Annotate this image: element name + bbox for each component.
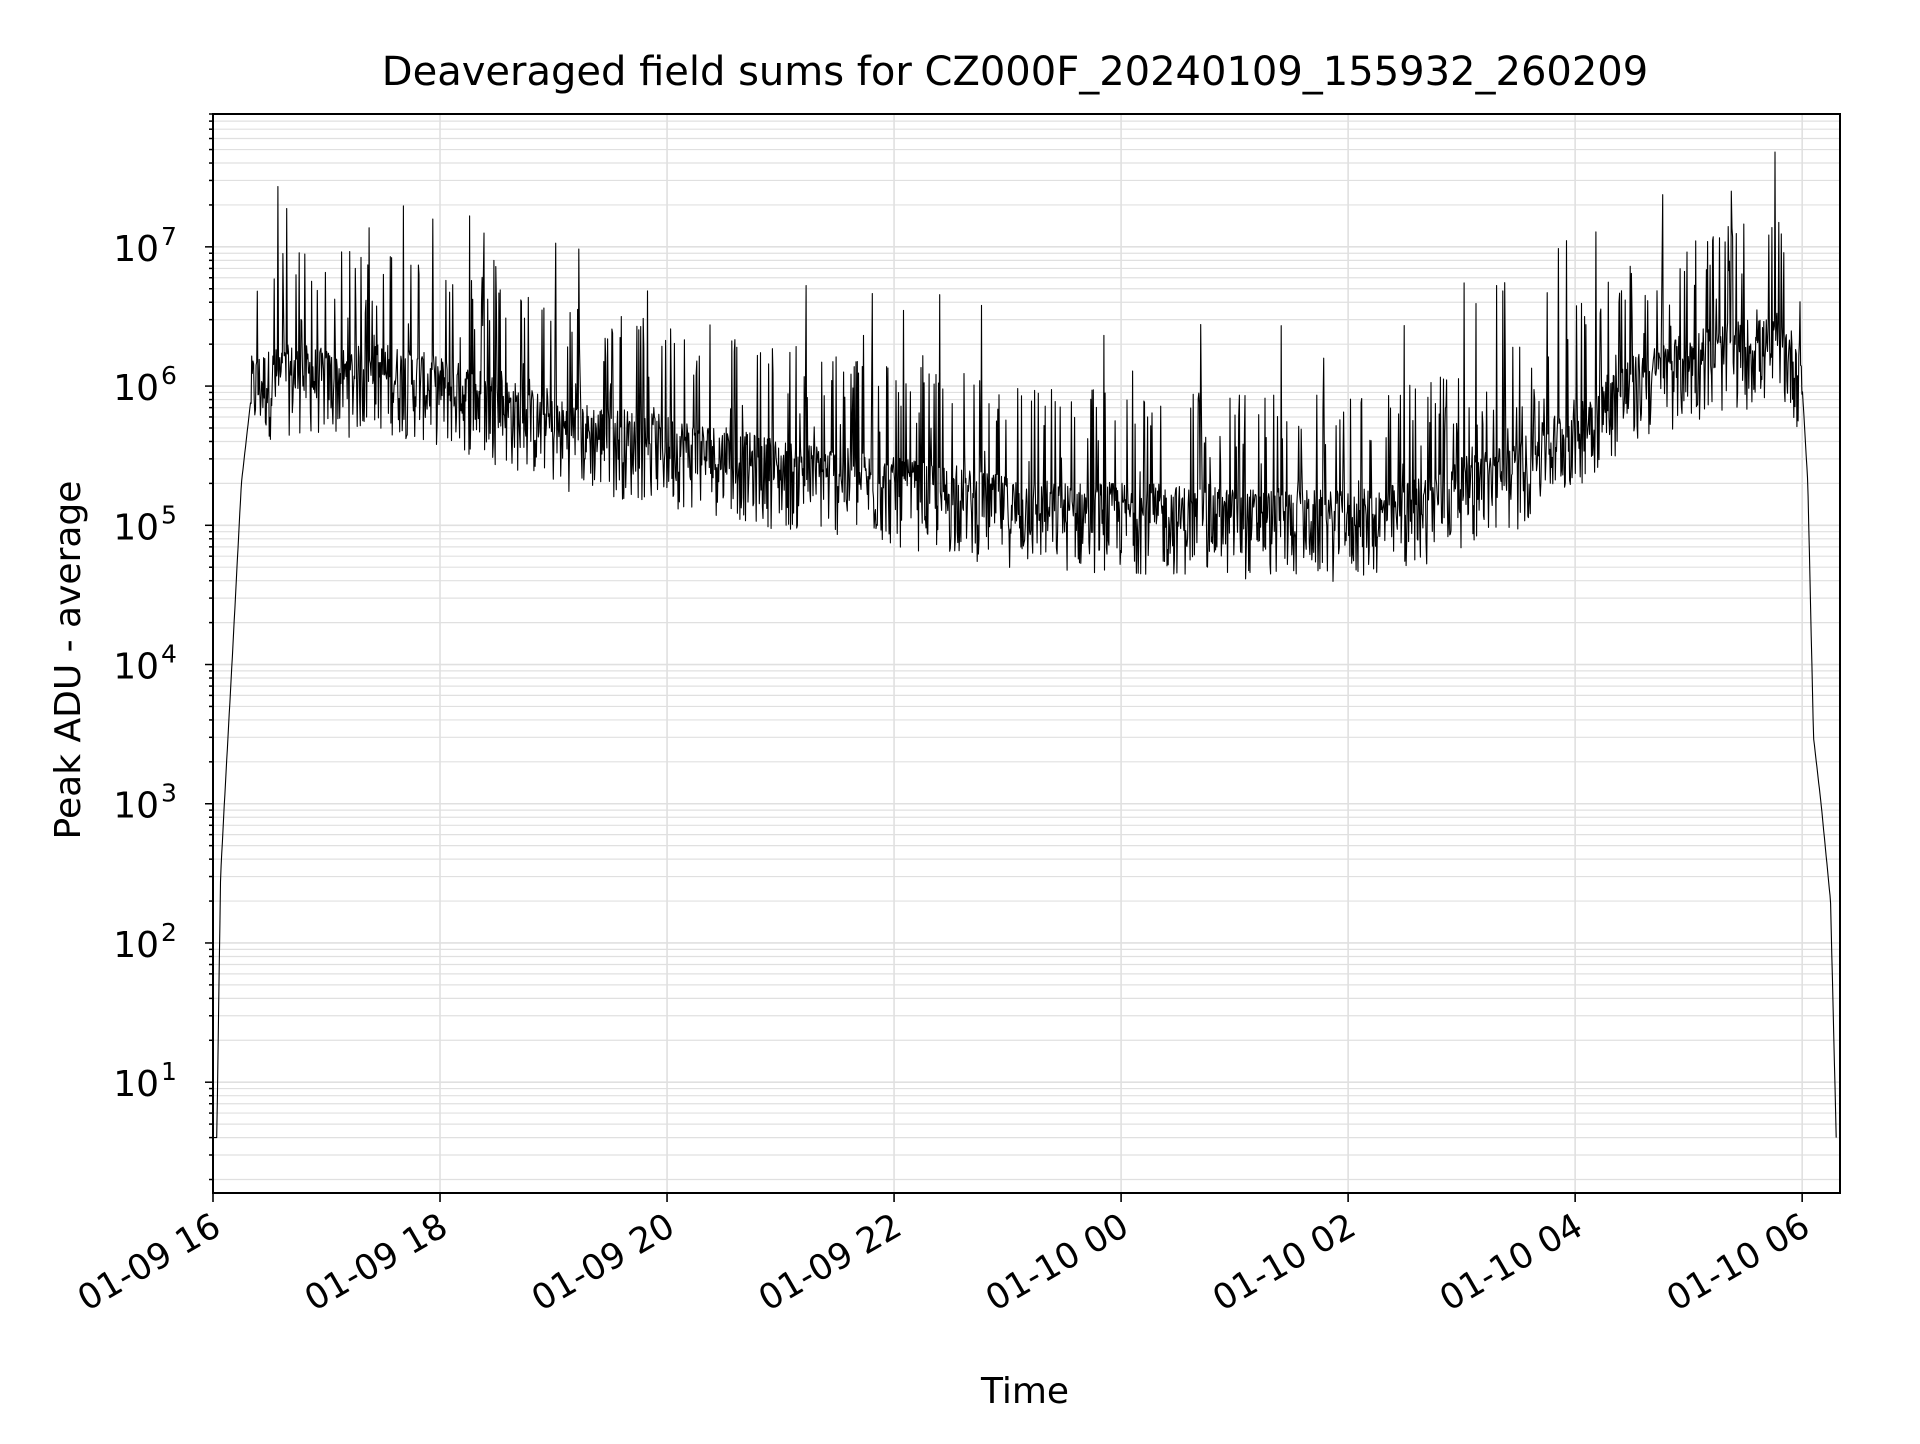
y-tick-label-exponent: 7 — [161, 222, 177, 251]
y-tick-label: 10 — [113, 507, 159, 548]
y-tick-label-exponent: 4 — [161, 640, 177, 669]
y-tick-label-exponent: 3 — [161, 779, 177, 808]
x-tick-label: 01-09 16 — [71, 1206, 227, 1319]
y-tick-label: 10 — [113, 1064, 159, 1105]
x-tick-label: 01-10 02 — [1206, 1206, 1362, 1319]
series-layer — [213, 151, 1837, 1139]
y-tick-label: 10 — [113, 368, 159, 409]
y-tick-label-exponent: 2 — [161, 918, 177, 947]
x-tick-label: 01-09 18 — [298, 1206, 454, 1319]
x-axis-ticks: 01-09 16 01-09 18 01-09 20 01-09 22 01-10 00… — [71, 1193, 1817, 1319]
plot-frame — [212, 113, 1841, 1194]
x-tick-label: 01-09 20 — [525, 1206, 681, 1319]
x-tick-label: 01-09 22 — [752, 1206, 908, 1319]
y-tick-label-exponent: 1 — [161, 1057, 177, 1086]
chart-title: Deaveraged field sums for CZ000F_2024010… — [382, 49, 1648, 95]
y-axis-label: Peak ADU - average — [48, 481, 89, 840]
y-tick-label-exponent: 6 — [161, 361, 177, 390]
y-tick-label: 10 — [113, 647, 159, 688]
x-tick-label: 01-10 00 — [979, 1206, 1135, 1319]
y-tick-label: 10 — [113, 925, 159, 966]
y-tick-label: 10 — [113, 229, 159, 270]
x-tick-label: 01-10 06 — [1660, 1206, 1816, 1319]
x-tick-label: 01-10 04 — [1433, 1206, 1589, 1319]
x-axis-label: Time — [980, 1371, 1069, 1412]
series-line-0 — [213, 151, 1837, 1139]
y-tick-label: 10 — [113, 786, 159, 827]
y-tick-label-exponent: 5 — [161, 500, 177, 529]
